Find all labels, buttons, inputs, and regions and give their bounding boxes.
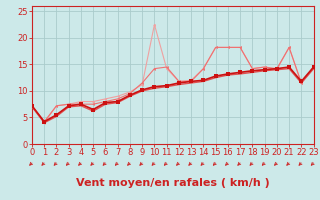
X-axis label: Vent moyen/en rafales ( km/h ): Vent moyen/en rafales ( km/h ) [76, 178, 270, 188]
